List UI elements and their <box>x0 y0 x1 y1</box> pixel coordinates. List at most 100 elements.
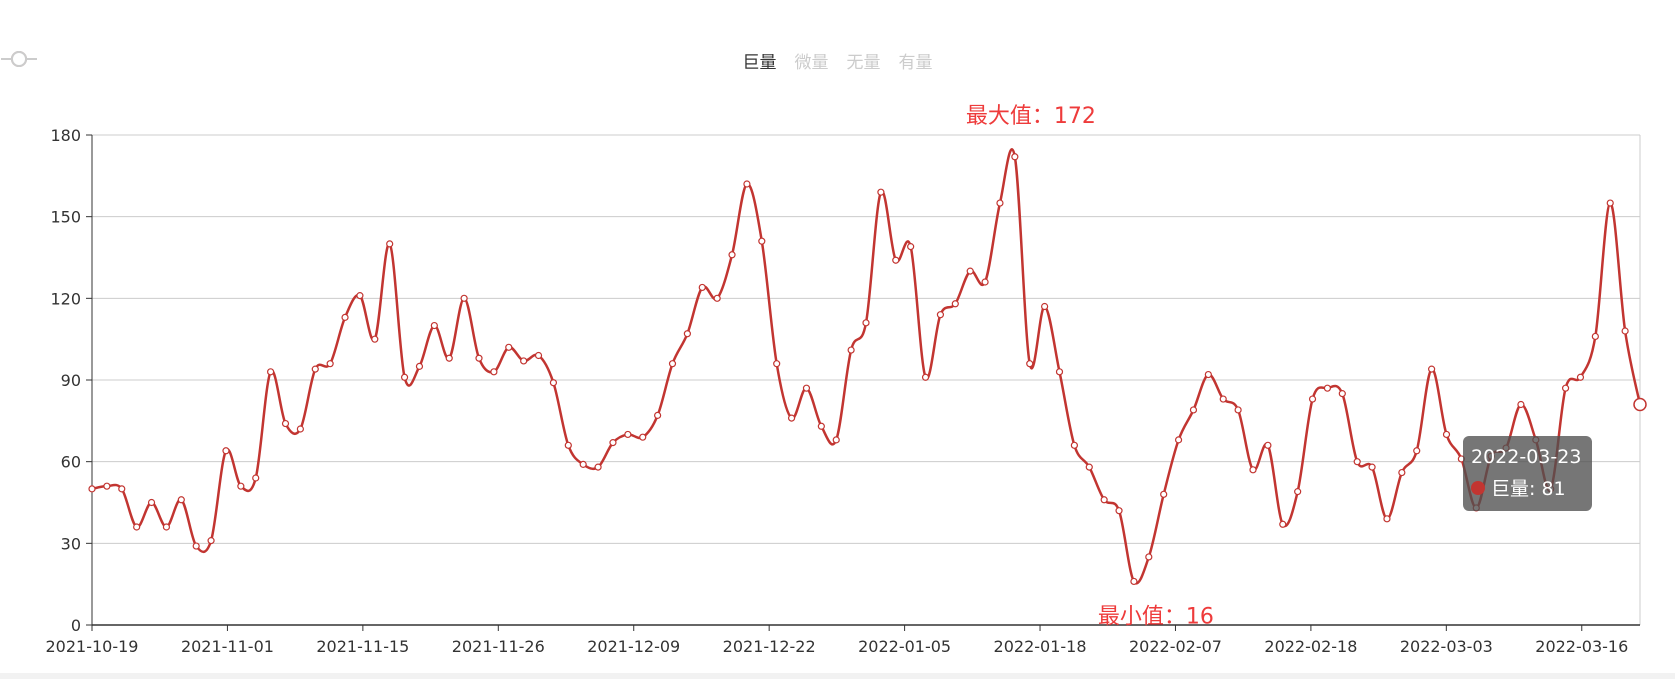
x-tick-label: 2021-10-19 <box>46 637 139 656</box>
data-point <box>787 414 796 422</box>
max-value-label: 最大值：172 <box>966 104 1096 129</box>
data-point <box>683 330 691 338</box>
data-point <box>445 354 453 362</box>
data-point <box>1264 441 1272 449</box>
legend-label: 无量 <box>846 53 881 73</box>
data-point <box>1011 153 1019 161</box>
min-value-label: 最小值：16 <box>1098 604 1214 629</box>
x-tick-label: 2021-11-15 <box>316 637 409 656</box>
data-point <box>936 311 945 319</box>
data-point <box>326 360 334 368</box>
tooltip-value: 巨量: 81 <box>1491 478 1566 500</box>
data-point <box>133 523 141 531</box>
legend-label: 微量 <box>794 53 829 73</box>
data-point <box>847 346 855 354</box>
data-point <box>996 199 1004 207</box>
data-point <box>743 180 751 188</box>
data-point <box>1189 406 1198 414</box>
data-point <box>103 482 111 490</box>
data-point <box>1249 466 1257 474</box>
data-point <box>296 425 304 433</box>
y-tick-label: 180 <box>50 126 81 145</box>
data-point <box>147 498 156 507</box>
data-point <box>1561 384 1570 392</box>
data-point <box>668 360 677 368</box>
tooltip-row: 巨量: 81 <box>1471 474 1584 501</box>
data-point <box>594 463 602 471</box>
data-point <box>1130 577 1138 586</box>
data-point <box>460 294 468 302</box>
footer-strip <box>0 673 1675 679</box>
data-point <box>118 485 126 493</box>
series-line <box>91 148 1642 585</box>
data-point <box>207 537 215 545</box>
y-tick-label: 60 <box>61 453 81 472</box>
data-point <box>1398 468 1406 477</box>
data-point <box>1100 496 1108 504</box>
data-point <box>1160 490 1168 498</box>
data-point <box>356 292 364 300</box>
data-point <box>817 422 825 430</box>
data-point <box>1026 360 1034 368</box>
data-point <box>966 267 974 275</box>
data-point <box>386 240 394 248</box>
x-tick-label: 2022-03-03 <box>1400 637 1493 656</box>
data-point <box>981 278 989 286</box>
x-tick-label: 2021-12-22 <box>723 637 816 656</box>
data-point <box>1323 384 1332 392</box>
x-tick-label: 2022-02-07 <box>1129 637 1222 656</box>
data-point <box>728 251 736 259</box>
data-point <box>490 368 498 376</box>
data-point <box>88 485 96 493</box>
y-tick-label: 120 <box>50 289 81 308</box>
x-tick-label: 2021-11-01 <box>181 637 274 656</box>
x-tick-label: 2021-12-09 <box>587 637 680 656</box>
data-point <box>222 447 230 455</box>
tooltip-date: 2022-03-23 <box>1471 446 1582 468</box>
data-point <box>951 300 959 308</box>
data-point <box>1070 441 1078 449</box>
data-point <box>1383 515 1391 523</box>
x-tick-label: 2022-01-18 <box>994 637 1087 656</box>
data-point <box>654 411 662 419</box>
data-point <box>907 243 915 251</box>
tooltip: 2022-03-23 巨量: 81 <box>1463 436 1592 511</box>
data-point <box>237 482 245 490</box>
data-point <box>892 256 900 264</box>
data-point <box>832 436 840 444</box>
data-point <box>1115 507 1123 515</box>
data-point <box>802 384 811 392</box>
data-point <box>1368 463 1376 471</box>
data-point <box>1055 368 1064 376</box>
legend-line-circle-icon <box>1 51 37 67</box>
data-point <box>1085 463 1093 471</box>
data-point <box>267 368 275 376</box>
data-point <box>1621 327 1629 335</box>
data-point <box>609 439 617 447</box>
data-point <box>400 373 409 381</box>
data-point <box>475 354 483 362</box>
data-point <box>341 313 349 321</box>
data-point <box>1442 430 1451 439</box>
legend-item-3[interactable]: 有量 <box>1 48 933 73</box>
data-point <box>1234 406 1242 414</box>
data-point <box>371 335 379 343</box>
legend-label: 有量 <box>898 53 933 73</box>
data-point <box>624 430 632 439</box>
data-point <box>415 362 424 370</box>
data-point <box>1204 370 1212 379</box>
data-point <box>921 373 930 381</box>
data-point <box>1576 373 1585 381</box>
tooltip-series-dot <box>1471 480 1485 495</box>
data-point <box>162 523 171 531</box>
data-point <box>311 365 319 373</box>
data-point <box>862 319 870 327</box>
data-point <box>758 237 766 245</box>
data-point <box>1606 199 1614 207</box>
data-point <box>281 419 290 428</box>
legend: 巨量 微量 无量 有量 <box>0 48 1675 73</box>
data-point <box>534 351 543 360</box>
data-point <box>549 379 558 387</box>
data-point <box>713 294 721 302</box>
